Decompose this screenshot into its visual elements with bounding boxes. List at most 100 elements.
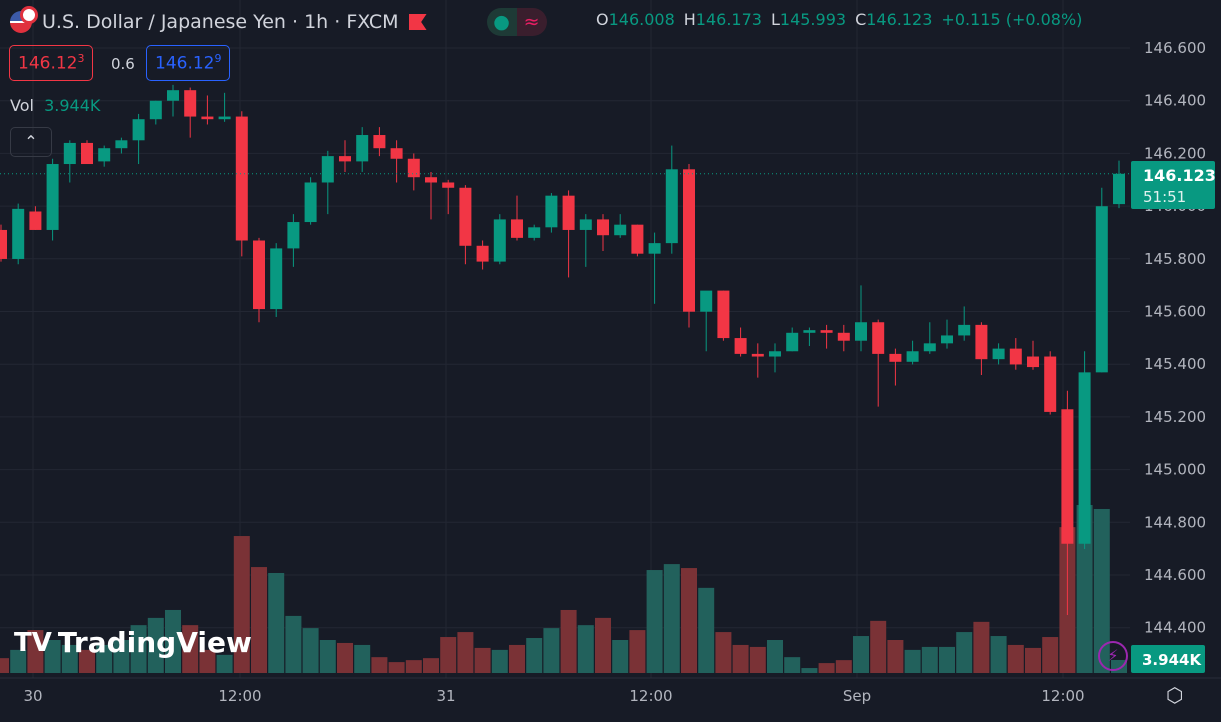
volume-bar xyxy=(1025,647,1041,673)
candle-body xyxy=(717,290,730,339)
candle-body xyxy=(12,208,25,259)
time-tick-label: 31 xyxy=(436,687,455,705)
candle-body xyxy=(149,100,162,120)
volume-bar xyxy=(337,642,353,673)
ohlc-legend: O146.008 H146.173 L145.993 C146.123 +0.1… xyxy=(596,10,1083,29)
buy-button[interactable]: 146.129 xyxy=(146,45,231,81)
volume-bar xyxy=(1076,505,1093,673)
volume-bar xyxy=(199,649,216,673)
candle-body xyxy=(270,248,283,310)
volume-bar xyxy=(526,638,543,673)
market-status-pill[interactable]: ● ≈ xyxy=(486,8,547,36)
candle-body xyxy=(597,219,609,236)
volume-bar xyxy=(79,649,95,673)
volume-bar xyxy=(577,625,594,673)
volume-label-box xyxy=(1131,645,1205,673)
volume-bar xyxy=(113,639,130,673)
candle-body xyxy=(390,148,403,159)
candle-body xyxy=(304,182,317,223)
volume-bar xyxy=(440,637,457,673)
candle-body xyxy=(562,195,575,230)
volume-bar xyxy=(646,570,663,673)
flag-marker-icon[interactable] xyxy=(408,14,427,30)
volume-bar xyxy=(474,647,491,673)
candle-body xyxy=(579,219,592,230)
price-tick-label: 145.000 xyxy=(1144,461,1206,479)
symbol-title[interactable]: U.S. Dollar / Japanese Yen · 1h · FXCM xyxy=(42,11,399,33)
collapse-legend-button[interactable]: ⌃ xyxy=(10,127,52,157)
volume-bar xyxy=(61,644,78,673)
time-tick-label: 12:00 xyxy=(1041,687,1084,705)
candle-body xyxy=(751,353,764,357)
volume-bar xyxy=(681,568,697,673)
volume-bar xyxy=(388,662,405,673)
candle-body xyxy=(425,177,437,183)
volume-bar xyxy=(1007,644,1024,673)
candle-body xyxy=(855,322,867,341)
volume-bar xyxy=(956,632,973,673)
price-tick-label: 146.600 xyxy=(1144,39,1206,57)
volume-bar xyxy=(853,636,869,673)
sell-button[interactable]: 146.123 xyxy=(9,45,94,81)
volume-bar xyxy=(509,644,525,673)
volume-bar xyxy=(921,646,938,673)
candle-body xyxy=(923,343,936,352)
candle-body xyxy=(339,156,351,162)
volume-bar xyxy=(44,639,61,673)
market-open-dot-icon: ● xyxy=(486,8,517,36)
candle-body xyxy=(665,169,678,244)
volume-bar xyxy=(715,632,732,673)
price-tick-label: 145.600 xyxy=(1144,303,1206,321)
candle-body xyxy=(528,227,541,238)
volume-bar xyxy=(130,625,147,673)
volume-bar xyxy=(96,644,113,673)
candle-body xyxy=(511,219,523,238)
candle-body xyxy=(700,290,713,312)
candle-body xyxy=(786,332,799,352)
candle-body xyxy=(975,324,988,360)
volume-bar xyxy=(801,668,818,673)
candle-body xyxy=(803,330,816,333)
volume-bar xyxy=(233,536,250,673)
volume-legend: Vol 3.944K xyxy=(10,96,101,115)
candle-body xyxy=(0,229,7,259)
candle-body xyxy=(820,330,833,333)
volume-bar xyxy=(182,625,199,673)
volume-bar xyxy=(939,646,955,673)
candle-body xyxy=(46,164,59,230)
candle-body xyxy=(614,224,627,236)
candle-body xyxy=(253,240,265,310)
candle-body xyxy=(373,135,386,149)
candle-body xyxy=(941,335,953,344)
volume-bar xyxy=(27,630,44,673)
candle-body xyxy=(493,219,506,262)
delay-wave-icon: ≈ xyxy=(516,8,547,36)
settings-gear-icon[interactable]: ⬡ xyxy=(1166,683,1184,707)
candle-body xyxy=(683,169,695,312)
volume-bar xyxy=(818,663,835,673)
candle-body xyxy=(476,245,489,262)
candle-body xyxy=(1027,356,1039,368)
usd-jpy-flag-icon xyxy=(10,6,38,33)
tradingview-logo[interactable]: 𝗧𝗩 TradingView xyxy=(14,626,252,659)
volume-bar xyxy=(354,644,371,673)
candle-body xyxy=(132,119,145,141)
candle-body xyxy=(356,135,369,162)
price-tick-label: 144.400 xyxy=(1144,619,1206,637)
candle-body xyxy=(648,243,661,254)
volume-bar xyxy=(371,657,388,673)
candle-body xyxy=(734,338,747,354)
volume-bar xyxy=(285,615,302,673)
candle-body xyxy=(63,142,76,165)
volume-bar xyxy=(268,573,285,673)
candle-body xyxy=(287,222,300,249)
candle-body xyxy=(1044,356,1057,412)
lightning-alert-icon[interactable]: ⚡ xyxy=(1098,641,1128,671)
candle-body xyxy=(235,116,248,241)
candle-body xyxy=(1095,206,1108,373)
volume-bar xyxy=(0,658,9,673)
candle-body xyxy=(184,90,197,117)
volume-bar xyxy=(457,632,474,673)
candle-body xyxy=(407,158,420,178)
